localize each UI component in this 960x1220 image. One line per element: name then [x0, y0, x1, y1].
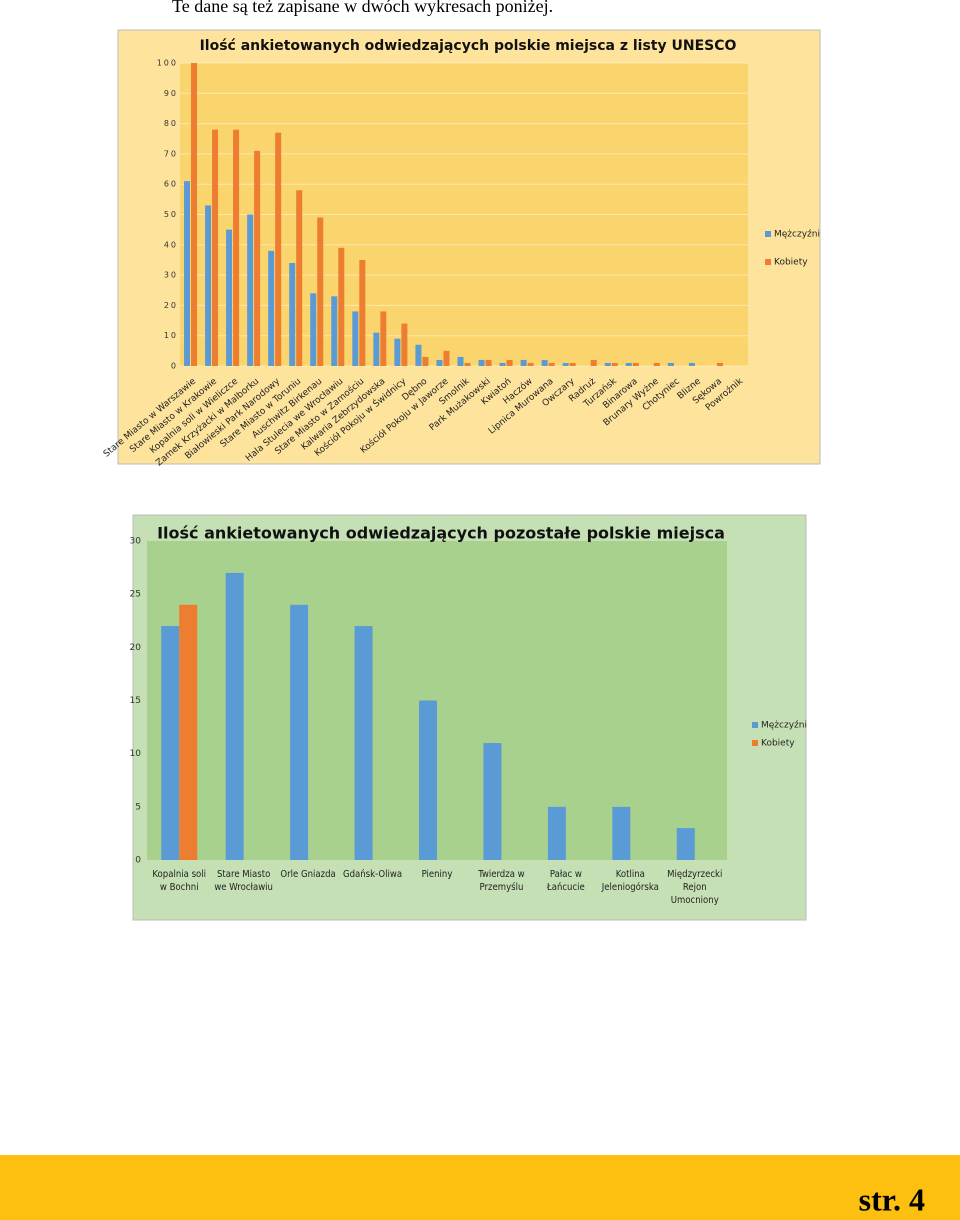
bar — [716, 362, 723, 366]
legend-label: Kobiety — [761, 739, 795, 749]
y-tick-label: 80 — [164, 119, 178, 128]
bar — [354, 626, 373, 860]
bar — [547, 806, 566, 860]
bar — [688, 362, 695, 366]
legend-label: Mężczyźni — [761, 721, 807, 731]
bar — [457, 356, 464, 366]
bar — [485, 359, 492, 366]
legend-label: Mężczyźni — [774, 230, 820, 240]
bar — [562, 362, 569, 366]
bar — [268, 250, 275, 366]
y-tick-label: 20 — [130, 643, 142, 653]
bar — [569, 362, 576, 366]
bar — [275, 132, 282, 366]
bar — [289, 262, 296, 366]
bar — [394, 338, 401, 366]
x-tick-label: Orle Gniazda — [280, 869, 336, 880]
intro-text: Te dane są też zapisane w dwóch wykresac… — [172, 0, 553, 16]
bar — [653, 362, 660, 366]
bar — [317, 217, 324, 366]
bar — [612, 806, 631, 860]
bar — [548, 362, 555, 366]
bar — [212, 129, 219, 366]
bar — [225, 572, 244, 860]
bar — [422, 356, 429, 366]
x-tick-label: Pałac w Łańcucie — [546, 869, 585, 893]
y-tick-label: 10 — [130, 749, 142, 759]
bar — [436, 359, 443, 366]
chart-title: Ilość ankietowanych odwiedzających polsk… — [200, 38, 737, 54]
bar — [226, 229, 233, 366]
footer-band — [0, 1155, 960, 1220]
bar — [205, 205, 212, 366]
x-tick-label: Stare Miasto we Wrocławiu — [214, 869, 273, 893]
y-tick-label: 30 — [130, 537, 142, 547]
bar — [310, 293, 317, 366]
bar — [401, 323, 408, 366]
bar — [676, 828, 695, 860]
bar — [338, 247, 345, 366]
bar — [667, 362, 674, 366]
bar — [373, 332, 380, 366]
bar — [625, 362, 632, 366]
bar — [179, 604, 198, 860]
x-tick-label: Międzyrzecki Rejon Umocniony — [667, 869, 723, 906]
bar — [254, 150, 261, 366]
bar — [247, 214, 254, 366]
bar — [632, 362, 639, 366]
x-tick-label: Twierdza w Przemyślu — [478, 869, 525, 893]
y-tick-label: 90 — [164, 89, 178, 98]
bar — [464, 362, 471, 366]
bar — [419, 700, 437, 860]
bar — [233, 129, 240, 366]
y-tick-label: 5 — [135, 802, 141, 812]
x-tick-label: Gdańsk-Oliwa — [342, 869, 403, 880]
page-number: str. 4 — [859, 1181, 925, 1217]
y-tick-label: 20 — [164, 301, 178, 310]
legend-swatch — [765, 231, 771, 237]
bar — [359, 259, 366, 366]
y-tick-label: 0 — [135, 856, 141, 866]
bar — [541, 359, 548, 366]
x-tick-label: Kotlina Jeleniogórska — [601, 869, 659, 893]
bar — [443, 350, 450, 366]
bar — [604, 362, 611, 366]
bar — [290, 604, 309, 860]
y-tick-label: 15 — [130, 696, 141, 706]
bar — [499, 362, 506, 366]
bar — [506, 359, 513, 366]
chart-title: Ilość ankietowanych odwiedzających pozos… — [157, 524, 725, 543]
bar — [415, 344, 422, 366]
y-tick-label: 25 — [130, 590, 141, 600]
bar — [527, 362, 534, 366]
bar — [331, 296, 338, 366]
y-tick-label: 70 — [164, 149, 178, 158]
y-tick-label: 10 — [164, 331, 178, 340]
legend-swatch — [752, 722, 758, 728]
legend-swatch — [752, 740, 758, 746]
bar — [296, 190, 303, 366]
bar — [184, 181, 191, 366]
y-tick-label: 60 — [164, 180, 178, 189]
y-tick-label: 40 — [164, 240, 178, 249]
x-tick-label: Kopalnia soli w Bochni — [152, 869, 206, 893]
y-tick-label: 0 — [171, 362, 178, 371]
bar — [191, 63, 198, 366]
bar — [611, 362, 618, 366]
y-tick-label: 30 — [164, 271, 178, 280]
legend-swatch — [765, 259, 771, 265]
y-tick-label: 100 — [157, 59, 178, 68]
bar — [483, 743, 502, 860]
bar — [380, 311, 387, 366]
bar — [352, 311, 359, 366]
bar — [161, 626, 180, 860]
y-tick-label: 50 — [164, 210, 178, 219]
x-tick-label: Pieniny — [421, 869, 453, 880]
bar — [590, 359, 597, 366]
legend-label: Kobiety — [774, 258, 808, 268]
bar — [478, 359, 485, 366]
bar — [520, 359, 527, 366]
